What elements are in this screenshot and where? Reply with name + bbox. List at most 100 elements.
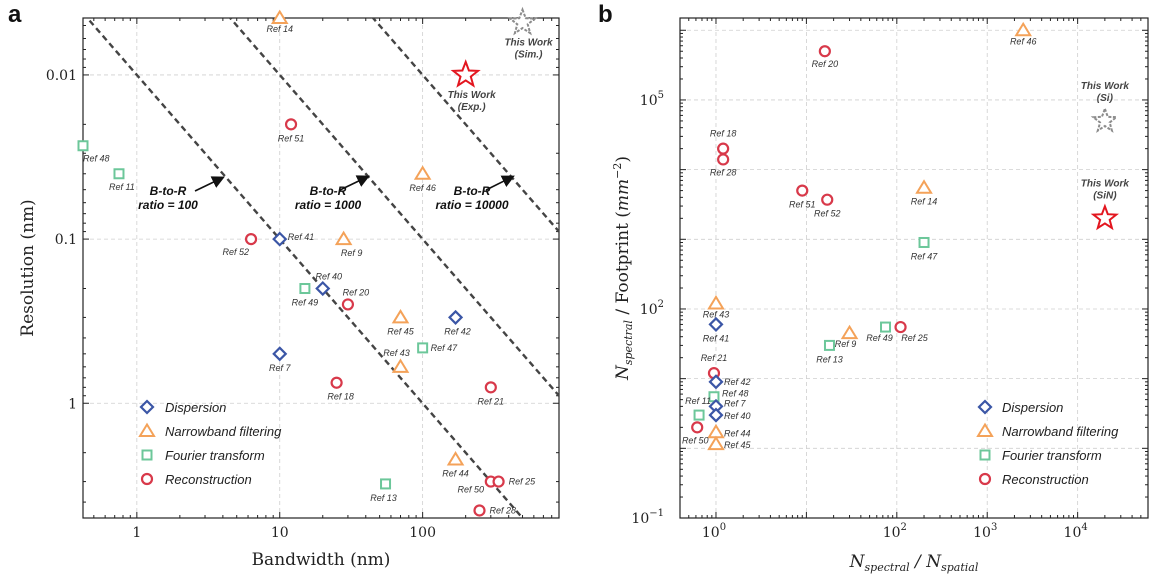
this-work-label: (Si) bbox=[1097, 93, 1114, 104]
marker-ref-45 bbox=[707, 435, 725, 451]
marker-ref-28 bbox=[717, 153, 730, 166]
panel-b: 100 102 103 104 10−1 102 105 Nspectral / Nspati… bbox=[611, 17, 1149, 574]
point-label-ref-28: Ref 28 bbox=[710, 167, 737, 177]
this-work-label: This Work bbox=[1081, 81, 1130, 92]
ratio-label: ratio = 100 bbox=[138, 198, 198, 212]
y-axis-title-part: ) bbox=[613, 156, 633, 163]
ratio-arrow bbox=[194, 176, 225, 192]
point-label-ref-18: Ref 18 bbox=[710, 129, 737, 139]
point-label-ref-13: Ref 13 bbox=[816, 354, 843, 364]
point-label-ref-47: Ref 47 bbox=[431, 343, 459, 353]
legend-label-dispersion: Dispersion bbox=[165, 400, 226, 415]
legend-marker-dispersion bbox=[977, 399, 993, 415]
this-work-label: This Work bbox=[1081, 178, 1130, 189]
marker-ref-49 bbox=[880, 321, 892, 333]
point-label-ref-25: Ref 25 bbox=[509, 477, 537, 487]
point-label-ref-21: Ref 21 bbox=[478, 396, 505, 406]
x-axis-title-part: spatial bbox=[941, 561, 979, 574]
legend-label-reconstruction: Reconstruction bbox=[1002, 472, 1089, 487]
point-label-ref-45: Ref 45 bbox=[387, 326, 415, 336]
x-tick-label: 104 bbox=[1064, 522, 1088, 541]
y-tick-label: 105 bbox=[640, 90, 664, 109]
point-label-ref-52: Ref 52 bbox=[814, 209, 841, 219]
y-tick-exponent: 5 bbox=[658, 90, 664, 101]
point-label-ref-20: Ref 20 bbox=[343, 287, 370, 297]
legend-marker-fourier-transform bbox=[141, 449, 153, 461]
x-axis-title: Bandwidth (nm) bbox=[252, 550, 391, 570]
marker-ref-46 bbox=[1014, 21, 1032, 37]
marker-ref-11 bbox=[693, 409, 705, 421]
x-axis-title-part: / N bbox=[910, 552, 943, 572]
y-axis-title: Resolution (nm) bbox=[18, 199, 38, 336]
legend-marker-fourier-transform bbox=[979, 449, 991, 461]
ratio-label: ratio = 10000 bbox=[435, 198, 508, 212]
marker-ref-40 bbox=[708, 407, 724, 423]
point-label-ref-20: Ref 20 bbox=[812, 59, 839, 69]
x-tick-exponent: 0 bbox=[720, 522, 726, 533]
x-axis-title: Nspectral / Nspatial bbox=[849, 552, 979, 574]
point-label-ref-43: Ref 43 bbox=[383, 348, 410, 358]
legend-label-fourier-transform: Fourier transform bbox=[165, 448, 265, 463]
marker-ref-25 bbox=[492, 475, 505, 488]
marker-ref-14 bbox=[915, 179, 933, 194]
point-label-ref-13: Ref 13 bbox=[370, 493, 397, 503]
legend-marker-narrowband-filtering bbox=[976, 422, 994, 437]
marker-ref-41 bbox=[272, 231, 288, 247]
marker-ref-51 bbox=[796, 184, 809, 197]
legend-label-narrowband-filtering: Narrowband filtering bbox=[165, 424, 282, 439]
point-label-ref-48: Ref 48 bbox=[722, 389, 749, 399]
x-axis-title-part: N bbox=[849, 552, 866, 572]
x-tick-label: 100 bbox=[409, 525, 436, 541]
marker-ref-49 bbox=[299, 283, 311, 295]
marker-ref-50 bbox=[691, 421, 704, 434]
point-label-ref-11: Ref 11 bbox=[685, 396, 711, 406]
marker-ref-25 bbox=[894, 320, 907, 334]
point-label-ref-44: Ref 44 bbox=[724, 428, 751, 438]
point-label-ref-50: Ref 50 bbox=[682, 435, 709, 445]
marker-ref-14 bbox=[270, 9, 289, 24]
point-label-ref-28: Ref 28 bbox=[490, 505, 517, 515]
marker-ref-18 bbox=[717, 142, 730, 155]
legend-marker-reconstruction bbox=[978, 472, 992, 486]
x-tick-label: 10 bbox=[271, 525, 289, 541]
y-axis-title-part: −2 bbox=[611, 163, 624, 179]
point-label-ref-45: Ref 45 bbox=[724, 440, 752, 450]
point-label-ref-49: Ref 49 bbox=[866, 333, 893, 343]
this-work-star--sim bbox=[507, 6, 538, 36]
x-tick-exponent: 2 bbox=[901, 522, 907, 533]
point-label-ref-14: Ref 14 bbox=[911, 197, 938, 207]
y-tick-label: 0.1 bbox=[55, 232, 77, 248]
marker-ref-13 bbox=[823, 339, 835, 351]
point-label-ref-46: Ref 46 bbox=[1010, 36, 1037, 46]
point-label-ref-41: Ref 41 bbox=[288, 232, 315, 242]
marker-ref-9 bbox=[334, 230, 353, 246]
marker-ref-52 bbox=[821, 193, 834, 206]
point-label-ref-9: Ref 9 bbox=[341, 248, 363, 258]
point-label-ref-25: Ref 25 bbox=[901, 333, 929, 343]
point-label-ref-42: Ref 42 bbox=[444, 326, 471, 336]
point-label-ref-9: Ref 9 bbox=[835, 339, 857, 349]
marker-ref-7 bbox=[272, 346, 288, 362]
point-label-ref-11: Ref 11 bbox=[109, 182, 135, 192]
legend-label-reconstruction: Reconstruction bbox=[165, 472, 252, 487]
x-tick-label: 1 bbox=[132, 525, 141, 541]
point-label-ref-50: Ref 50 bbox=[458, 485, 485, 495]
point-label-ref-51: Ref 51 bbox=[278, 133, 305, 143]
y-axis-title-part: N bbox=[613, 364, 633, 381]
point-label-ref-44: Ref 44 bbox=[442, 468, 469, 478]
this-work-star--si bbox=[1090, 106, 1119, 133]
ratio-label: B-to-R bbox=[150, 184, 187, 198]
this-work-star--sin bbox=[1090, 203, 1119, 231]
y-tick-label: 102 bbox=[640, 299, 664, 318]
ratio-label: B-to-R bbox=[454, 184, 491, 198]
marker-ref-47 bbox=[417, 342, 429, 354]
point-label-ref-7: Ref 7 bbox=[724, 398, 747, 408]
point-label-ref-48: Ref 48 bbox=[83, 154, 110, 164]
y-axis-title: Nspectral / Footprint (mm−2) bbox=[611, 156, 635, 381]
ratio-arrow bbox=[339, 175, 370, 191]
data-points: Ref 48 Ref 11 Ref 14 Ref 51 Ref 46 Ref 52 Ref … bbox=[77, 9, 537, 517]
grid bbox=[83, 18, 559, 518]
this-work-star--exp bbox=[450, 59, 481, 88]
